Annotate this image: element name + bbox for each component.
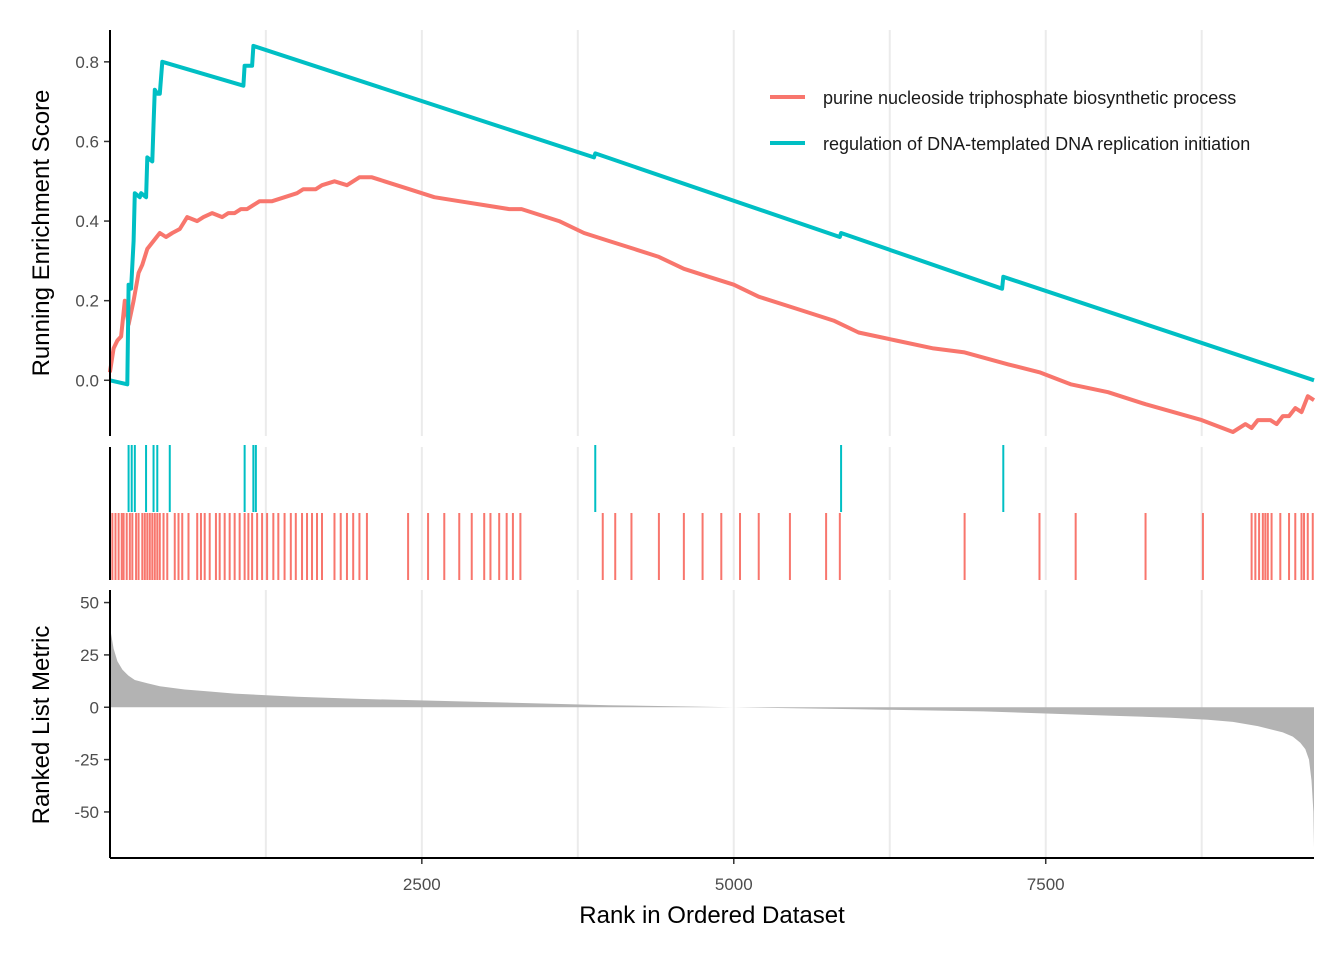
ranked-metric-panel: 50 25 0 -25 -50 2500 5000 7500 Ranked List Met… (28, 590, 1314, 929)
enrichment-score-panel: 0.0 0.2 0.4 0.6 0.8 Running Enrichment Score… (28, 30, 1316, 436)
x-axis-title: Rank in Ordered Dataset (579, 902, 845, 929)
x-tick-label: 2500 (403, 875, 441, 894)
top-y-ticks: 0.0 0.2 0.4 0.6 0.8 (75, 53, 110, 390)
legend: purine nucleoside triphosphate biosynthe… (770, 88, 1250, 154)
dna-replication-es-line (109, 43, 1315, 387)
purine-es-line (107, 175, 1316, 434)
x-tick-label: 7500 (1027, 875, 1065, 894)
ranked-metric-area (109, 619, 1314, 848)
bottom-y-tick-label: 50 (80, 594, 99, 613)
top-y-tick-label: 0.6 (75, 132, 99, 151)
bottom-y-tick-label: 25 (80, 646, 99, 665)
top-y-tick-label: 0.2 (75, 292, 99, 311)
bottom-y-axis-title: Ranked List Metric (28, 626, 55, 825)
x-tick-label: 5000 (715, 875, 753, 894)
legend-label: purine nucleoside triphosphate biosynthe… (823, 88, 1236, 108)
gene-hit-panel (109, 445, 1314, 580)
legend-label: regulation of DNA-templated DNA replicat… (823, 134, 1250, 154)
mid-gridlines (264, 447, 1203, 580)
bottom-x-ticks: 2500 5000 7500 (403, 858, 1065, 894)
enrichment-lines (107, 43, 1316, 434)
top-y-tick-label: 0.0 (75, 371, 99, 390)
top-y-tick-label: 0.8 (75, 53, 99, 72)
bottom-y-tick-label: -50 (74, 803, 99, 822)
bottom-y-tick-label: 0 (90, 698, 99, 717)
bottom-y-ticks: 50 25 0 -25 -50 (74, 594, 110, 822)
top-gridlines (264, 30, 1203, 436)
top-y-tick-label: 0.4 (75, 212, 99, 231)
bottom-gridlines (264, 590, 1203, 858)
top-y-axis-title: Running Enrichment Score (28, 90, 55, 377)
gene-hit-ticks (111, 445, 1314, 580)
bottom-y-tick-label: -25 (74, 751, 99, 770)
